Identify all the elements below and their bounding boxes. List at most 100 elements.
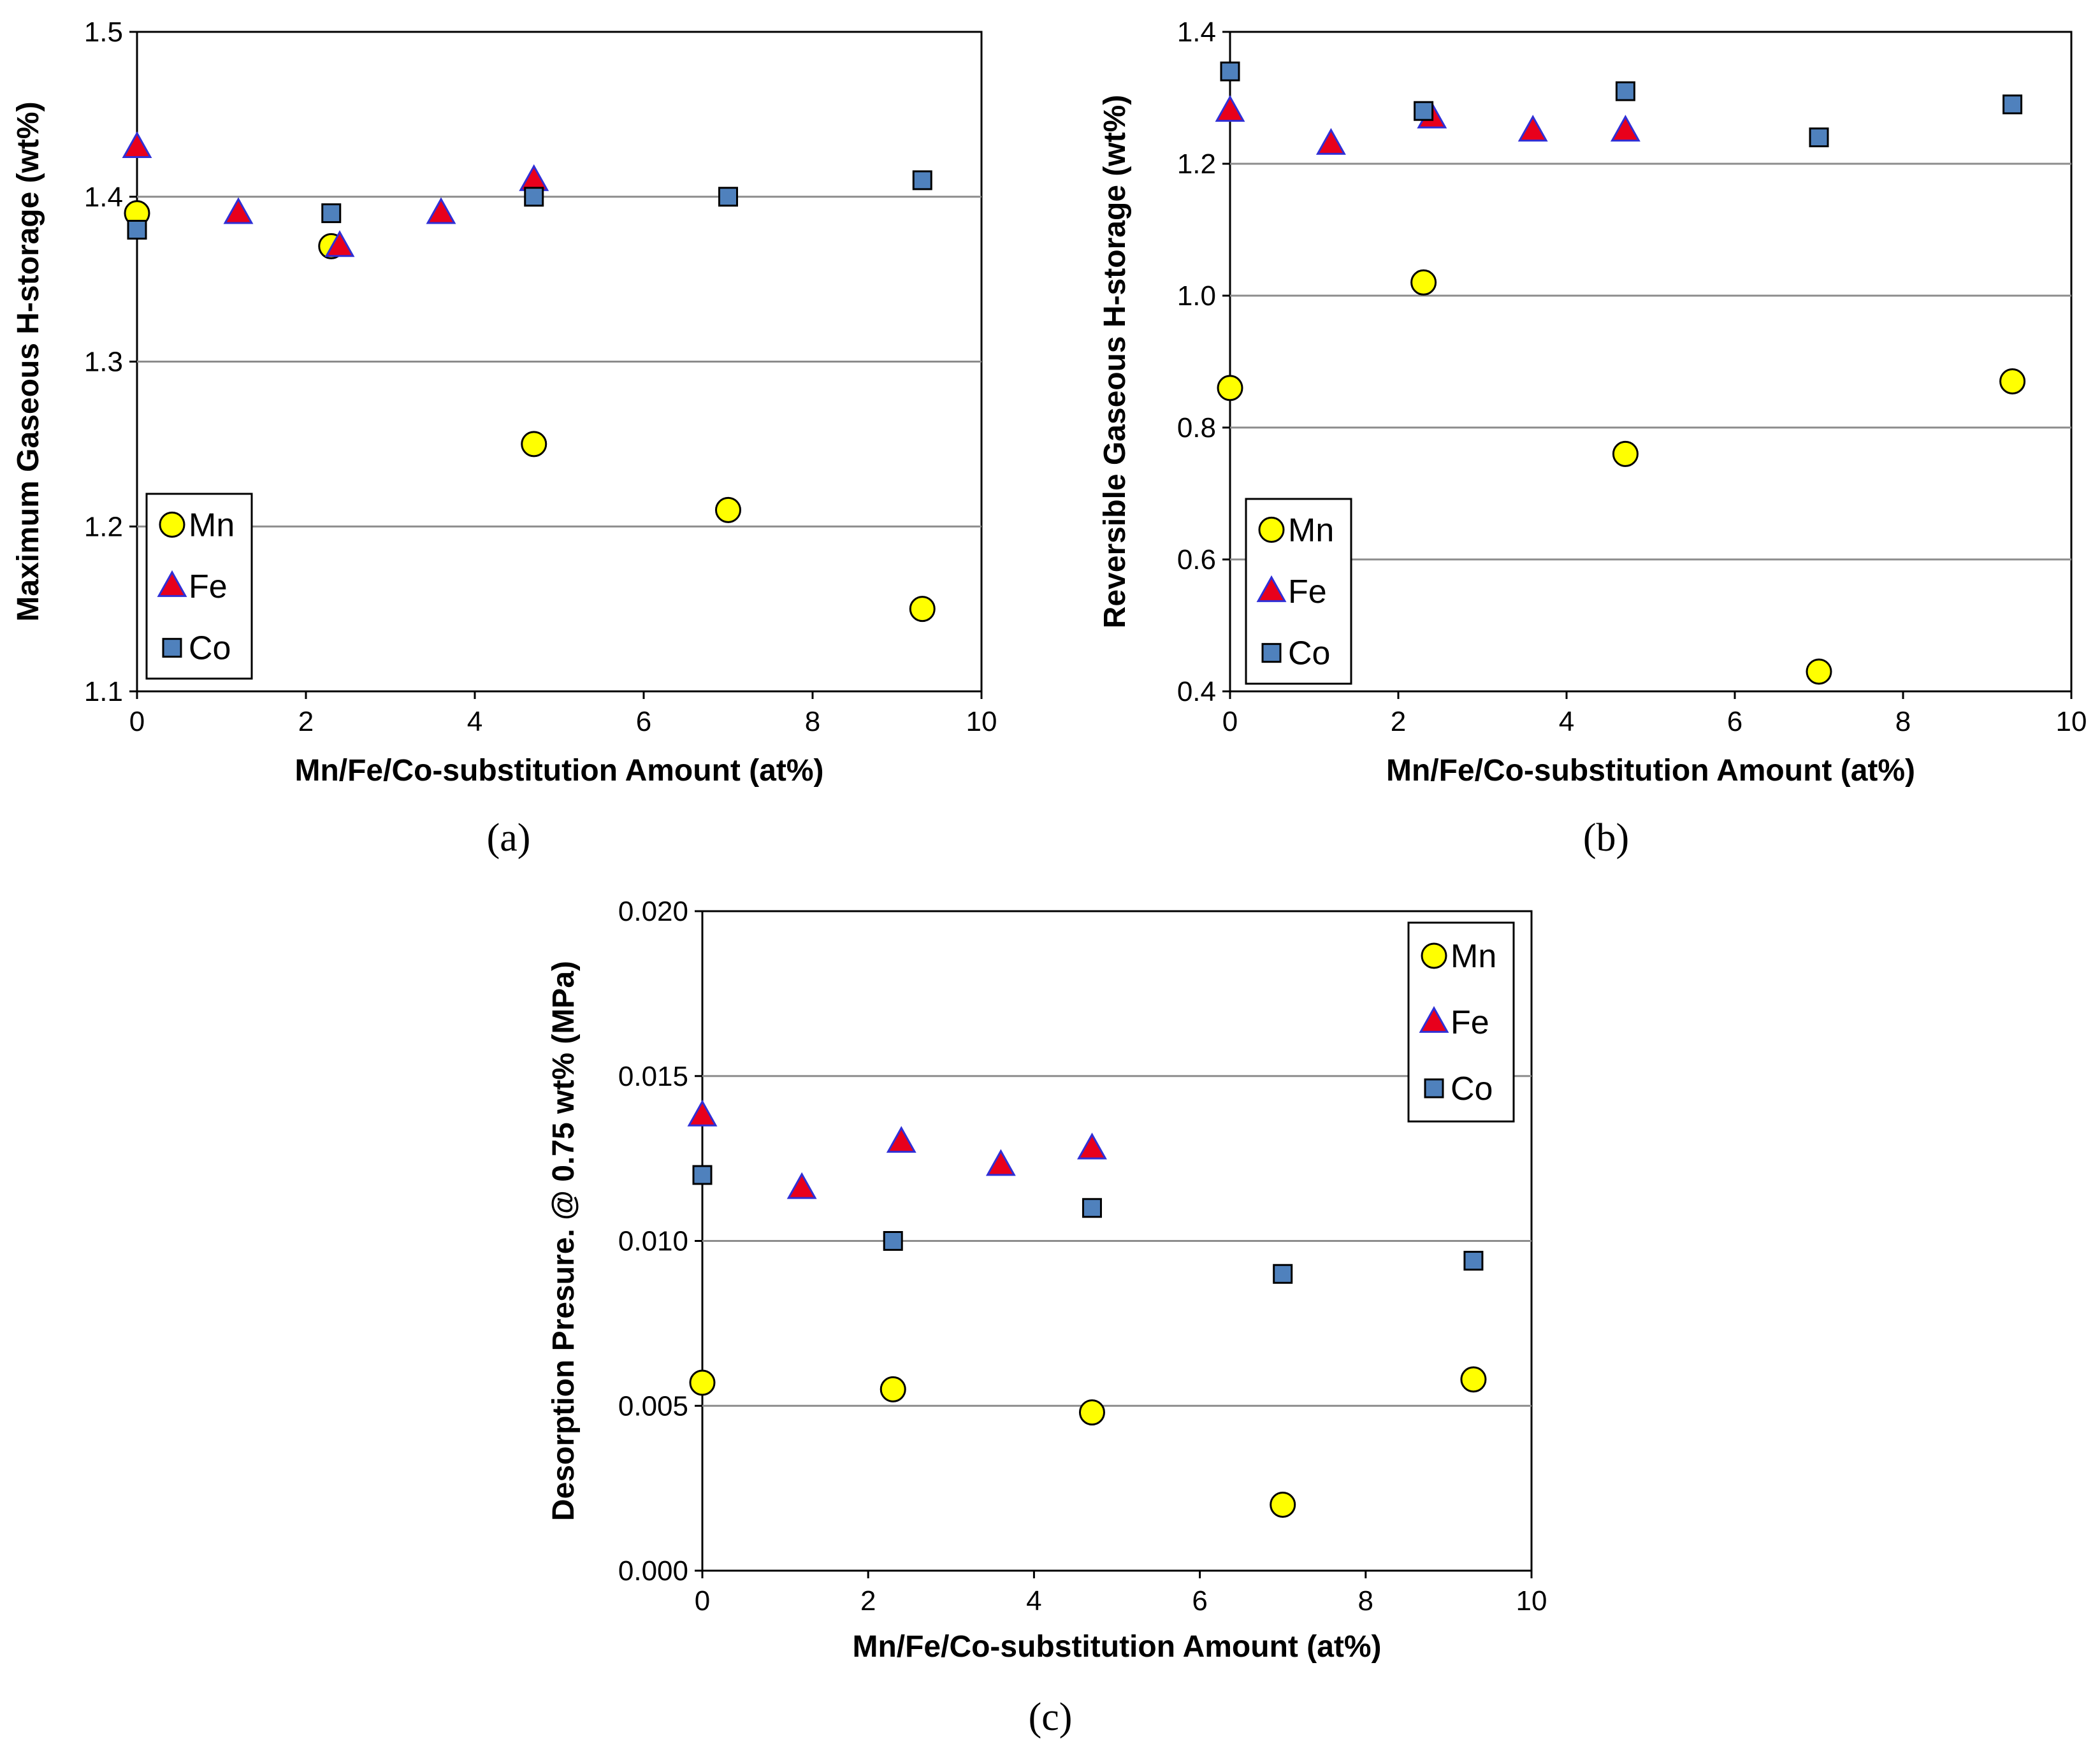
legend-marker-mn <box>1258 516 1285 543</box>
x-tick-label: 0 <box>695 1585 710 1617</box>
legend: Mn Fe Co <box>1407 921 1515 1123</box>
data-point-co <box>321 203 342 224</box>
y-tick-label: 1.4 <box>84 182 123 213</box>
data-point-co <box>912 170 932 191</box>
x-tick-label: 0 <box>1222 706 1238 737</box>
x-tick-label: 4 <box>1026 1585 1041 1617</box>
x-tick-label: 10 <box>966 706 997 737</box>
y-tick-label: 0.6 <box>1177 544 1216 575</box>
chart-panel-c: 0.000 0.005 0.010 0.015 0.020 0 2 4 6 8 10 Mn/Fe/Co… <box>547 896 1547 1739</box>
legend-marker-co <box>1261 643 1282 663</box>
y-tick-label: 1.2 <box>84 511 123 542</box>
data-point-fe <box>1610 115 1640 142</box>
data-point-co <box>1615 81 1635 101</box>
y-tick-label: 0.020 <box>618 896 688 927</box>
data-point-mn <box>689 1369 716 1396</box>
y-tick-label: 0.8 <box>1177 412 1216 443</box>
data-point-co <box>1220 61 1240 82</box>
legend-marker-co <box>162 638 182 658</box>
legend-marker-mn <box>1421 942 1447 969</box>
y-axis-title: Desorption Presure. @ 0.75 wt% (MPa) <box>547 961 581 1521</box>
data-point-mn <box>1460 1366 1487 1393</box>
y-tick-label: 1.3 <box>84 347 123 378</box>
data-point-mn <box>1612 440 1639 467</box>
series-co <box>1220 61 2023 148</box>
data-point-co <box>1414 101 1434 121</box>
legend-label-co: Co <box>189 630 231 667</box>
panel-label: (b) <box>1583 816 1629 860</box>
data-point-co <box>883 1231 903 1251</box>
x-axis-title: Mn/Fe/Co-substitution Amount (at%) <box>852 1630 1381 1664</box>
data-point-fe <box>1215 95 1245 122</box>
legend-label-fe: Fe <box>189 568 228 605</box>
x-tick-label: 8 <box>805 706 820 737</box>
legend-label-mn: Mn <box>1288 512 1334 549</box>
chart-panel-b: 0.4 0.6 0.8 1.0 1.2 1.4 0 2 4 6 8 10 Mn/Fe/Co-substi… <box>1098 17 2087 860</box>
x-tick-label: 2 <box>860 1585 876 1617</box>
data-point-fe <box>786 1172 817 1199</box>
data-point-mn <box>1217 375 1243 401</box>
data-point-fe <box>886 1126 916 1153</box>
x-tick-label: 6 <box>1727 706 1742 737</box>
y-axis-title: Reversible Gaseous H-storage (wt%) <box>1098 95 1132 629</box>
data-point-co <box>524 187 544 207</box>
legend-label-mn: Mn <box>189 507 235 544</box>
panel-label: (c) <box>1029 1696 1073 1739</box>
y-tick-label: 1.1 <box>84 676 123 707</box>
legend-label-co: Co <box>1288 635 1330 672</box>
y-tick-label: 0.4 <box>1177 676 1216 707</box>
data-point-mn <box>1410 269 1437 296</box>
data-point-co <box>692 1165 713 1185</box>
chart-panel-a: 1.1 1.2 1.3 1.4 1.5 0 2 4 6 8 10 Mn/Fe/Co-substitut… <box>11 17 997 860</box>
series-fe <box>687 1099 1107 1199</box>
y-tick-label: 1.5 <box>84 17 123 48</box>
data-point-fe <box>426 197 456 224</box>
data-point-mn <box>1078 1399 1105 1426</box>
y-tick-label: 1.4 <box>1177 17 1216 48</box>
data-point-mn <box>880 1376 906 1402</box>
legend: Mn Fe Co <box>145 493 253 680</box>
data-point-co <box>127 220 147 240</box>
x-axis-title: Mn/Fe/Co-substitution Amount (at%) <box>294 754 823 788</box>
data-point-fe <box>1517 115 1548 142</box>
legend: Mn Fe Co <box>1245 498 1352 685</box>
data-point-fe <box>324 230 355 257</box>
x-tick-label: 8 <box>1358 1585 1373 1617</box>
x-tick-label: 2 <box>298 706 314 737</box>
series-fe <box>122 131 549 257</box>
legend-marker-mn <box>159 511 185 538</box>
legend-marker-fe <box>1419 1005 1449 1033</box>
data-point-fe <box>1077 1132 1107 1160</box>
x-tick-label: 10 <box>2056 706 2087 737</box>
data-point-mn <box>909 596 936 623</box>
series-mn <box>689 1366 1487 1518</box>
data-point-co <box>718 187 738 207</box>
series-co <box>692 1165 1484 1284</box>
x-tick-label: 10 <box>1516 1585 1547 1617</box>
x-tick-label: 4 <box>467 706 482 737</box>
x-axis-title: Mn/Fe/Co-substitution Amount (at%) <box>1386 754 1915 788</box>
y-tick-label: 0.005 <box>618 1390 688 1422</box>
data-point-co <box>1082 1198 1102 1218</box>
x-tick-label: 2 <box>1391 706 1406 737</box>
data-point-co <box>1809 127 1829 148</box>
data-point-fe <box>122 131 152 159</box>
data-point-mn <box>715 496 741 523</box>
legend-label-co: Co <box>1451 1070 1493 1107</box>
plot-area <box>1229 31 2073 693</box>
data-point-mn <box>521 431 547 458</box>
y-tick-label: 0.000 <box>618 1555 688 1587</box>
data-point-co <box>2002 94 2023 115</box>
legend-marker-fe <box>1256 575 1287 602</box>
legend-label-mn: Mn <box>1451 938 1496 975</box>
y-tick-label: 0.010 <box>618 1226 688 1257</box>
x-tick-label: 8 <box>1895 706 1911 737</box>
data-point-co <box>1273 1264 1293 1284</box>
y-axis-title: Maximum Gaseous H-storage (wt%) <box>11 101 45 621</box>
legend-label-fe: Fe <box>1288 573 1327 610</box>
y-tick-label: 0.015 <box>618 1061 688 1092</box>
x-tick-label: 6 <box>636 706 651 737</box>
data-point-fe <box>1315 127 1346 155</box>
series-co <box>127 170 932 240</box>
